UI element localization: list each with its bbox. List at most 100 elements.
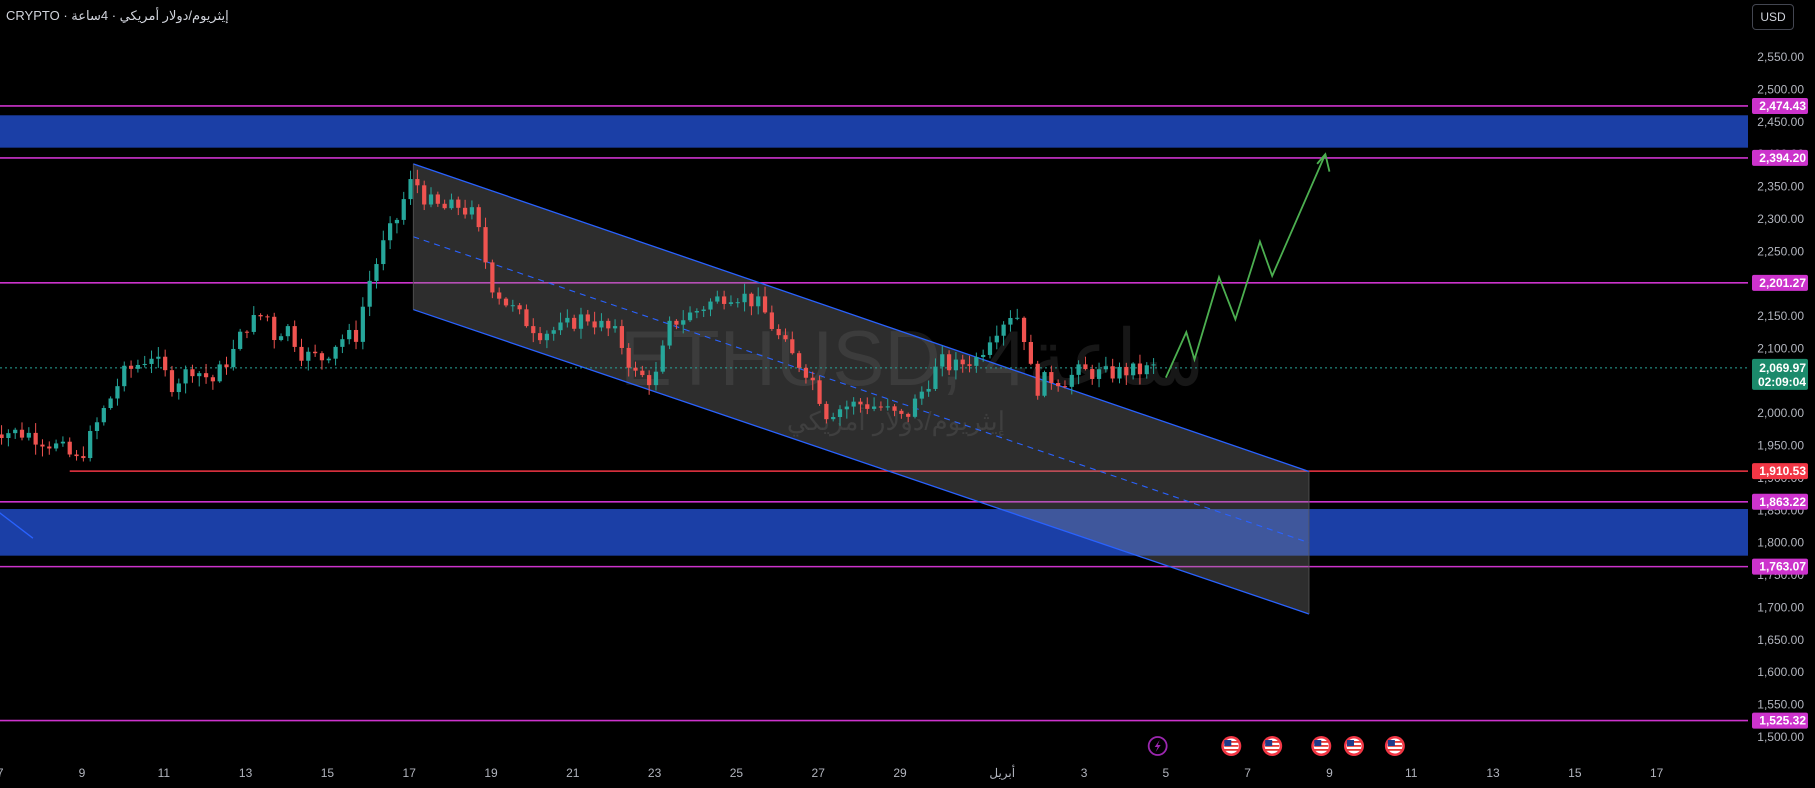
candle[interactable] <box>967 355 972 373</box>
candle[interactable] <box>1069 367 1074 395</box>
candle[interactable] <box>810 371 815 391</box>
candle[interactable] <box>708 298 713 317</box>
candle[interactable] <box>803 364 809 384</box>
candle[interactable] <box>647 370 652 395</box>
candle[interactable] <box>687 306 693 323</box>
candle[interactable] <box>503 297 509 308</box>
candle[interactable] <box>135 359 141 373</box>
candle[interactable] <box>401 191 406 225</box>
candle[interactable] <box>128 360 134 378</box>
candle[interactable] <box>565 309 570 328</box>
candle[interactable] <box>1028 334 1033 366</box>
candle[interactable] <box>599 313 604 332</box>
candle[interactable] <box>272 312 277 349</box>
candle[interactable] <box>388 216 393 250</box>
level-price-tag[interactable]: 2,474.43 <box>1752 97 1808 114</box>
candle[interactable] <box>912 394 918 419</box>
candle[interactable] <box>633 361 638 377</box>
candle[interactable] <box>619 319 624 355</box>
candle[interactable] <box>1008 310 1013 332</box>
candle[interactable] <box>224 356 229 375</box>
candle[interactable] <box>701 306 706 318</box>
us-flag-icon[interactable] <box>1221 736 1242 756</box>
candle[interactable] <box>667 316 672 350</box>
candle[interactable] <box>960 354 965 373</box>
candle[interactable] <box>926 380 931 397</box>
candle[interactable] <box>319 351 325 370</box>
candle[interactable] <box>169 365 175 397</box>
candle[interactable] <box>851 397 856 415</box>
candle[interactable] <box>537 326 543 344</box>
channel-lower-line[interactable] <box>413 308 1310 615</box>
candle[interactable] <box>101 405 106 426</box>
candle[interactable] <box>1117 362 1122 384</box>
candle[interactable] <box>33 423 38 455</box>
candle[interactable] <box>1137 354 1143 385</box>
level-price-tag[interactable]: 1,763.07 <box>1752 558 1808 575</box>
candle[interactable] <box>878 401 884 411</box>
candle[interactable] <box>326 356 331 364</box>
candle[interactable] <box>353 320 359 350</box>
us-flag-icon[interactable] <box>1343 736 1364 756</box>
candle[interactable] <box>60 436 66 447</box>
us-flag-icon[interactable] <box>1311 736 1332 756</box>
candle[interactable] <box>776 324 781 340</box>
candle[interactable] <box>906 412 911 423</box>
candle[interactable] <box>497 287 502 305</box>
trendline[interactable] <box>0 504 34 539</box>
candle[interactable] <box>449 193 454 210</box>
candle[interactable] <box>1131 362 1136 380</box>
candle[interactable] <box>6 429 11 447</box>
candle[interactable] <box>340 334 345 354</box>
candle[interactable] <box>899 408 904 419</box>
candle[interactable] <box>1076 360 1081 385</box>
level-price-tag[interactable]: 2,394.20 <box>1752 149 1808 166</box>
candle[interactable] <box>347 323 352 345</box>
candle[interactable] <box>844 400 849 419</box>
candle[interactable] <box>381 230 386 271</box>
candle[interactable] <box>53 439 59 452</box>
candle[interactable] <box>1056 379 1061 392</box>
candle[interactable] <box>735 298 740 308</box>
candle[interactable] <box>612 319 618 333</box>
candle[interactable] <box>442 199 447 210</box>
candle[interactable] <box>190 364 195 383</box>
candle[interactable] <box>1124 362 1129 385</box>
candle[interactable] <box>285 324 290 342</box>
candle[interactable] <box>790 331 795 355</box>
candle[interactable] <box>1035 360 1040 400</box>
candle[interactable] <box>783 328 788 342</box>
candle[interactable] <box>1144 362 1149 379</box>
candle[interactable] <box>626 343 631 377</box>
candle[interactable] <box>831 412 836 422</box>
candle[interactable] <box>333 345 338 366</box>
candle[interactable] <box>313 344 318 357</box>
candle[interactable] <box>572 314 577 332</box>
candle[interactable] <box>456 196 461 216</box>
candle[interactable] <box>1151 358 1156 374</box>
candle[interactable] <box>163 349 168 377</box>
chart-title-bar[interactable]: CRYPTO · إيثريوم/دولار أمريكي · 4ساعة <box>6 8 229 24</box>
level-price-tag[interactable]: 1,910.53 <box>1752 463 1808 480</box>
candle[interactable] <box>551 326 556 341</box>
candle[interactable] <box>674 319 679 330</box>
candle[interactable] <box>762 286 768 314</box>
candle[interactable] <box>292 320 297 352</box>
candle[interactable] <box>865 397 870 415</box>
candle[interactable] <box>858 398 863 413</box>
candle[interactable] <box>265 314 270 322</box>
candle[interactable] <box>558 312 563 335</box>
candle[interactable] <box>251 306 256 335</box>
candle[interactable] <box>1049 365 1054 390</box>
lightning-icon[interactable] <box>1147 736 1168 756</box>
candle[interactable] <box>653 361 659 391</box>
candle[interactable] <box>994 325 999 350</box>
candle[interactable] <box>183 365 188 394</box>
candle[interactable] <box>67 437 72 458</box>
candle[interactable] <box>299 338 304 367</box>
candle[interactable] <box>435 191 440 207</box>
candle[interactable] <box>203 363 209 384</box>
candle[interactable] <box>476 204 481 232</box>
